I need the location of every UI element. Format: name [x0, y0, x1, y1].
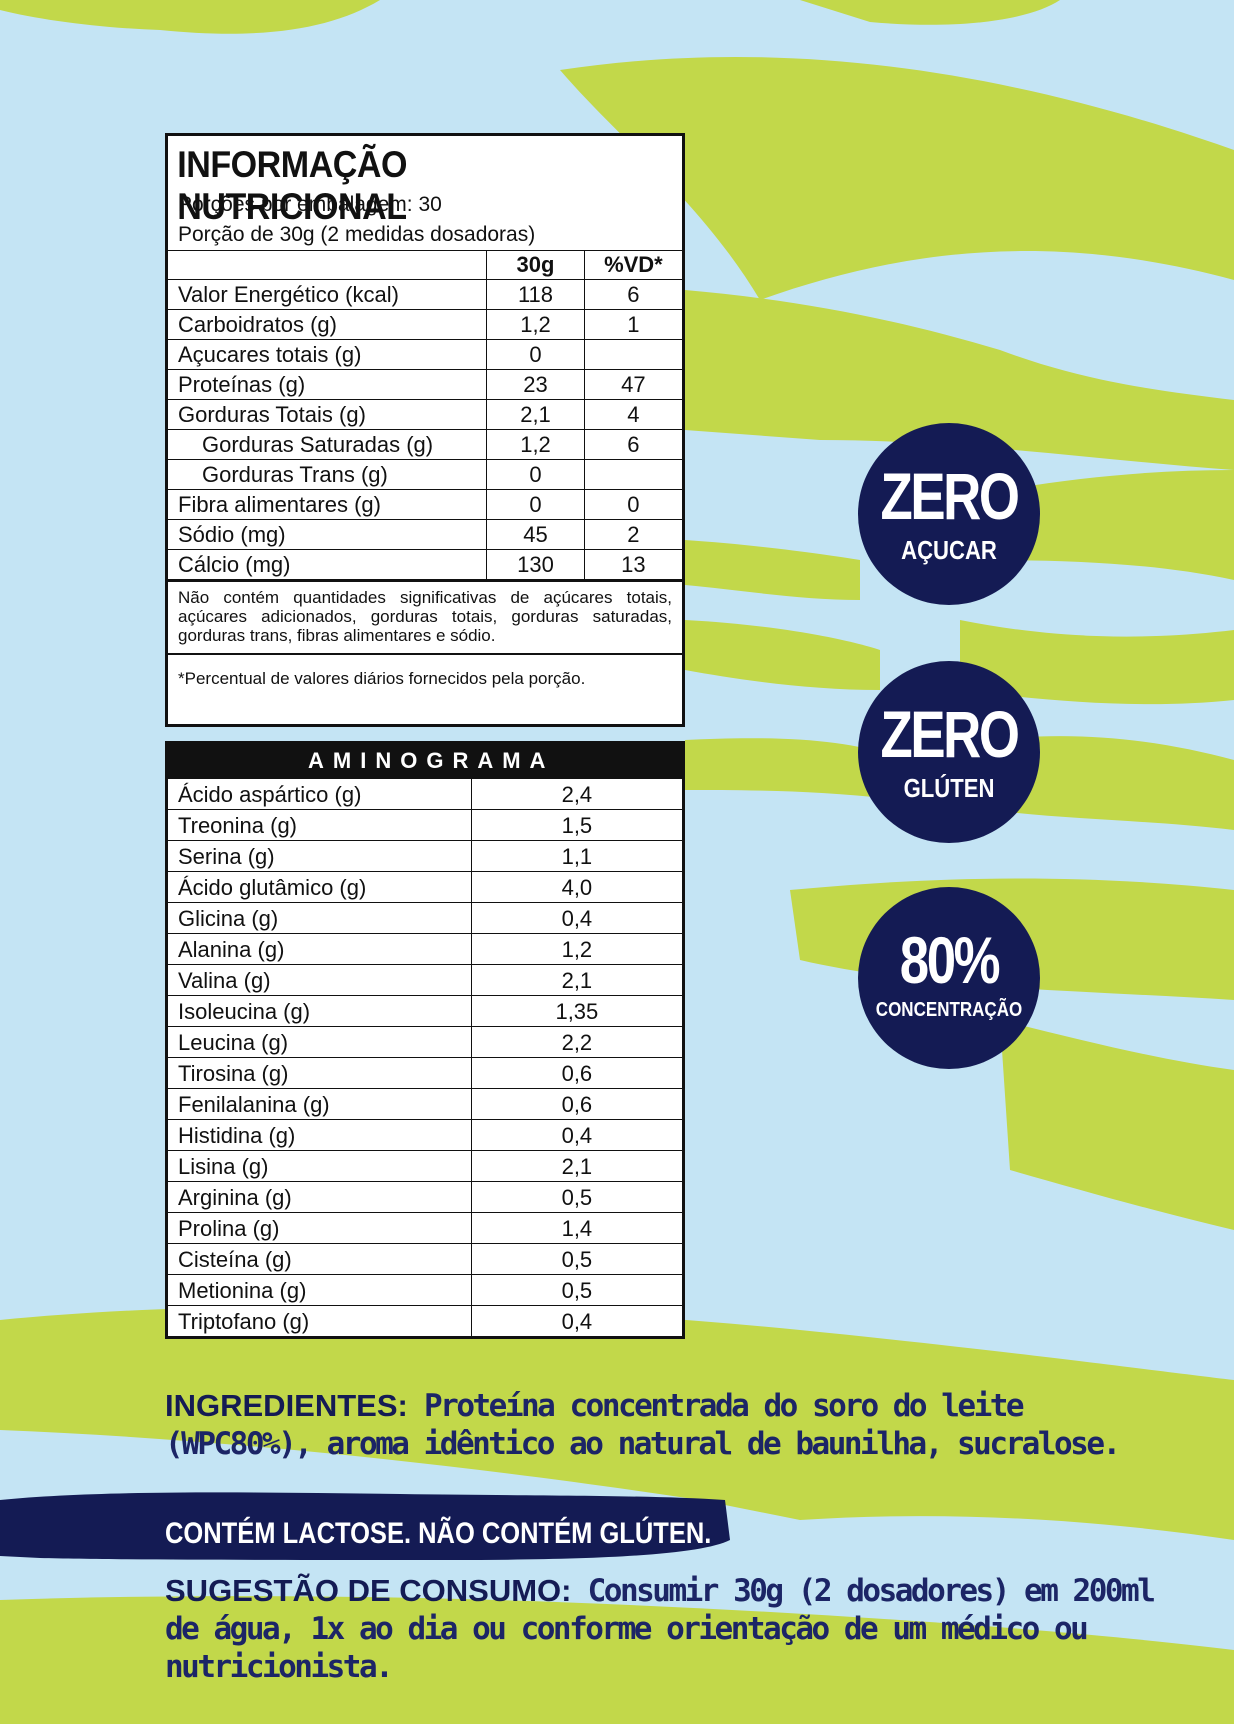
ingredients-body: Proteína concentrada do soro do leite (W… [165, 1388, 1121, 1462]
header-amount: 30g [486, 250, 585, 280]
nutrition-facts-table: INFORMAÇÃO NUTRICIONAL Porções por embal… [165, 133, 685, 727]
header-blank [168, 250, 488, 280]
aminogram-row: Histidina (g) 0,4 [168, 1119, 682, 1151]
aminogram-row: Lisina (g) 2,1 [168, 1150, 682, 1182]
aminogram-row: Valina (g) 2,1 [168, 964, 682, 996]
suggestion-label: SUGESTÃO DE CONSUMO: [165, 1573, 572, 1608]
badge-big-text: ZERO [880, 697, 1019, 771]
serving-size: Porção de 30g (2 medidas dosadoras) [178, 223, 536, 246]
aminogram-row: Metionina (g) 0,5 [168, 1274, 682, 1306]
nutrition-note: Não contém quantidades significativas de… [168, 579, 682, 653]
nutrition-row: Fibra alimentares (g) 0 0 [168, 489, 682, 520]
servings-per-package: Porções por embalagem: 30 [178, 193, 442, 216]
allergen-statement: CONTÉM LACTOSE. NÃO CONTÉM GLÚTEN. [165, 1517, 712, 1550]
nutrition-row: Açucares totais (g) 0 [168, 339, 682, 370]
badge-big-text: ZERO [880, 459, 1019, 533]
aminogram-row: Alanina (g) 1,2 [168, 933, 682, 965]
nutrition-footnote: *Percentual de valores diários fornecido… [168, 653, 682, 701]
aminogram-row: Cisteína (g) 0,5 [168, 1243, 682, 1275]
nutrition-row: Cálcio (mg) 130 13 [168, 549, 682, 579]
aminogram-row: Ácido aspártico (g) 2,4 [168, 778, 682, 810]
nutrition-grid: 30g %VD* Valor Energético (kcal) 118 6 Car… [168, 250, 682, 579]
aminogram-row: Treonina (g) 1,5 [168, 809, 682, 841]
badge-small-text: AÇUCAR [901, 535, 997, 565]
nutrition-row: Sódio (mg) 45 2 [168, 519, 682, 550]
aminogram-row: Ácido glutâmico (g) 4,0 [168, 871, 682, 903]
aminogram-row: Fenilalanina (g) 0,6 [168, 1088, 682, 1120]
aminogram-row: Leucina (g) 2,2 [168, 1026, 682, 1058]
zero-sugar-badge: ZERO AÇUCAR [858, 423, 1040, 605]
ingredients-label: INGREDIENTES: [165, 1388, 408, 1423]
aminogram-row: Arginina (g) 0,5 [168, 1181, 682, 1213]
nutrition-row: Gorduras Trans (g) 0 [168, 459, 682, 490]
aminogram-row: Serina (g) 1,1 [168, 840, 682, 872]
nutrition-row: Carboidratos (g) 1,2 1 [168, 309, 682, 340]
header-daily-value: %VD* [584, 250, 682, 280]
aminogram-title: AMINOGRAMA [168, 744, 682, 778]
zero-gluten-badge: ZERO GLÚTEN [858, 661, 1040, 843]
aminogram-row: Triptofano (g) 0,4 [168, 1305, 682, 1336]
usage-suggestion: SUGESTÃO DE CONSUMO: Consumir 30g (2 dos… [165, 1572, 1185, 1686]
nutrition-row: Valor Energético (kcal) 118 6 [168, 279, 682, 310]
aminogram-row: Prolina (g) 1,4 [168, 1212, 682, 1244]
aminogram-table: AMINOGRAMA Ácido aspártico (g) 2,4 Treoni… [165, 741, 685, 1339]
aminogram-grid: Ácido aspártico (g) 2,4 Treonina (g) 1,5 S… [168, 778, 682, 1336]
suggestion-body: Consumir 30g (2 dosadores) em 200ml de á… [165, 1573, 1156, 1685]
badge-small-text: CONCENTRAÇÃO [875, 999, 1023, 1021]
nutrition-row: Gorduras Saturadas (g) 1,2 6 [168, 429, 682, 460]
aminogram-row: Glicina (g) 0,4 [168, 902, 682, 934]
concentration-badge: 80% CONCENTRAÇÃO [858, 887, 1040, 1069]
nutrition-title: INFORMAÇÃO NUTRICIONAL [177, 144, 408, 227]
aminogram-row: Tirosina (g) 0,6 [168, 1057, 682, 1089]
badge-small-text: GLÚTEN [903, 773, 995, 803]
nutrition-row: Gorduras Totais (g) 2,1 4 [168, 399, 682, 430]
aminogram-row: Isoleucina (g) 1,35 [168, 995, 682, 1027]
nutrition-row: Proteínas (g) 23 47 [168, 369, 682, 400]
ingredients-text: INGREDIENTES: Proteína concentrada do so… [165, 1387, 1165, 1463]
badge-big-text: 80% [899, 923, 1001, 997]
